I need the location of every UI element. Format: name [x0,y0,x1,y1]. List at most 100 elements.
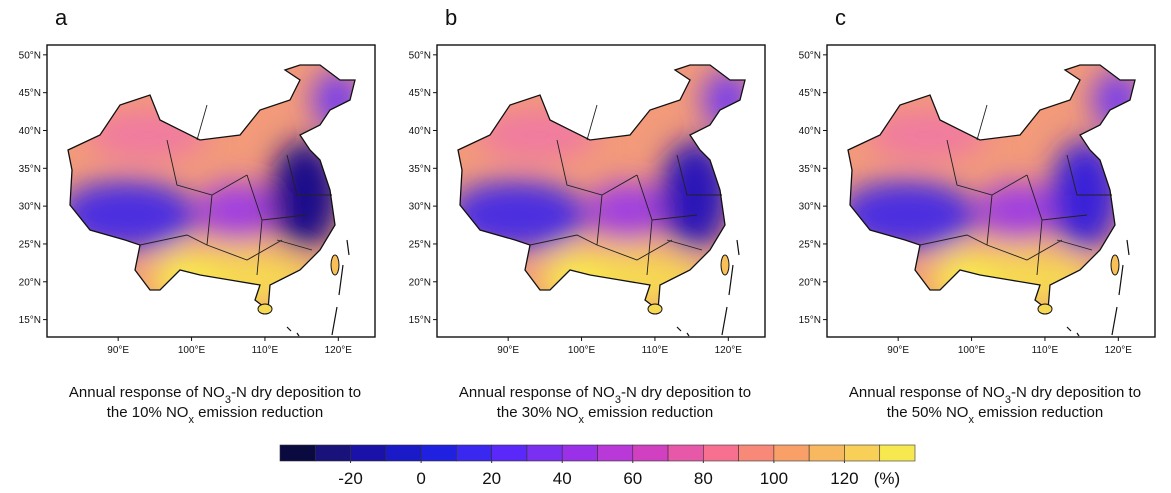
colorbar-box [385,444,422,462]
lat-tick-label: 35°N [799,164,821,175]
panel-label: c [835,5,846,30]
country-border [67,64,356,312]
lat-tick-label: 35°N [19,164,41,175]
northeast-blob [312,70,355,130]
colorbar-box [667,444,704,462]
northeast-blob [702,70,745,130]
southwest-blob [157,250,217,300]
caption-text: Annual response of NO [459,384,615,401]
lat-tick-label: 30°N [19,202,41,213]
caption-text: the 50% NO [887,404,969,421]
colorbar-box [314,444,351,462]
frame [46,44,376,338]
panel-label: b [445,5,457,30]
colorbar-box [879,444,916,462]
province-borders [529,104,722,276]
blobs [848,70,1135,310]
colorbar-box [844,444,881,462]
blobs [68,70,355,310]
map-fill [458,65,745,310]
colorbar-box [632,444,669,462]
lon-tick-label: 100°E [178,345,206,356]
caption-line: Annual response of NO3-N dry deposition … [69,384,361,406]
caption-text: -N dry deposition to [621,384,751,401]
caption-text: the 10% NO [107,404,189,421]
panel-label: a [55,5,68,30]
caption-text: -N dry deposition to [231,384,361,401]
caption-line: Annual response of NO3-N dry deposition … [849,384,1141,406]
lon-tick-label: 110°E [642,345,669,356]
lon-tick-label: 120°E [1105,345,1133,356]
lon-tick-label: 120°E [325,345,353,356]
map-panel: 50°N 45°N 40°N 35°N 30°N 25°N 20°N 15°N 90°E 100°… [19,5,376,426]
blobs [458,70,745,310]
colorbar-tick-label: 120 [830,469,858,488]
sea-lines [286,239,350,337]
colorbar-box [491,444,528,462]
lat-tick-label: 50°N [19,50,41,61]
taiwan [720,254,730,276]
lat-tick-label: 45°N [19,88,41,99]
caption-subscript: 3 [1005,394,1011,406]
central-blob [977,182,1057,238]
province-borders [139,104,332,276]
sea-lines [676,239,740,337]
colorbar: -20 0 20 40 60 80 100 120 (%) [279,444,916,488]
lat-tick-label: 25°N [799,239,821,250]
country-border [457,64,746,312]
caption-line: Annual response of NO3-N dry deposition … [459,384,751,406]
lon-tick-label: 90°E [887,345,909,356]
colorbar-tick-label: 40 [553,469,572,488]
colorbar-box [808,444,845,462]
sea-lines [1066,239,1130,337]
lon-tick-label: 100°E [958,345,986,356]
lon-tick-label: 120°E [715,345,743,356]
map-fill [68,65,355,310]
lon-tick-label: 110°E [1032,345,1059,356]
hainan [1037,303,1053,315]
caption-text: emission reduction [194,404,323,421]
colorbar-box [279,444,316,462]
hainan [647,303,663,315]
northeast-blob [1092,70,1135,130]
central-blob [587,182,667,238]
taiwan [330,254,340,276]
colorbar-box [526,444,563,462]
lat-tick-label: 25°N [19,239,41,250]
colorbar-unit: (%) [874,469,900,488]
central-blob [197,182,277,238]
lat-tick-label: 40°N [409,126,431,137]
lat-tick-label: 45°N [409,88,431,99]
caption-subscript: 3 [615,394,621,406]
lat-tick-label: 30°N [799,202,821,213]
lat-tick-label: 40°N [19,126,41,137]
lat-tick-label: 30°N [409,202,431,213]
caption-subscript: x [578,414,584,426]
lon-tick-label: 110°E [252,345,279,356]
taiwan [1110,254,1120,276]
caption-line: the 30% NOx emission reduction [497,404,713,426]
colorbar-box [420,444,457,462]
lat-tick-label: 40°N [799,126,821,137]
colorbar-tick-label: -20 [338,469,363,488]
colorbar-tick-label: 100 [760,469,788,488]
caption-text: Annual response of NO [849,384,1005,401]
lat-tick-label: 50°N [799,50,821,61]
country-border [847,64,1136,312]
frame [826,44,1156,338]
lat-tick-label: 25°N [409,239,431,250]
southwest-blob [547,250,607,300]
colorbar-box [738,444,775,462]
colorbar-box [350,444,387,462]
lon-tick-label: 90°E [497,345,519,356]
map-panel: 50°N 45°N 40°N 35°N 30°N 25°N 20°N 15°N 90°E 100°… [409,5,766,426]
caption-text: the 30% NO [497,404,579,421]
colorbar-box [561,444,598,462]
map-panel: 50°N 45°N 40°N 35°N 30°N 25°N 20°N 15°N 90°E 100°… [799,5,1156,426]
caption-line: the 50% NOx emission reduction [887,404,1103,426]
caption-text: emission reduction [584,404,713,421]
caption-text: -N dry deposition to [1011,384,1141,401]
lat-tick-label: 20°N [19,277,41,288]
caption-subscript: 3 [225,394,231,406]
